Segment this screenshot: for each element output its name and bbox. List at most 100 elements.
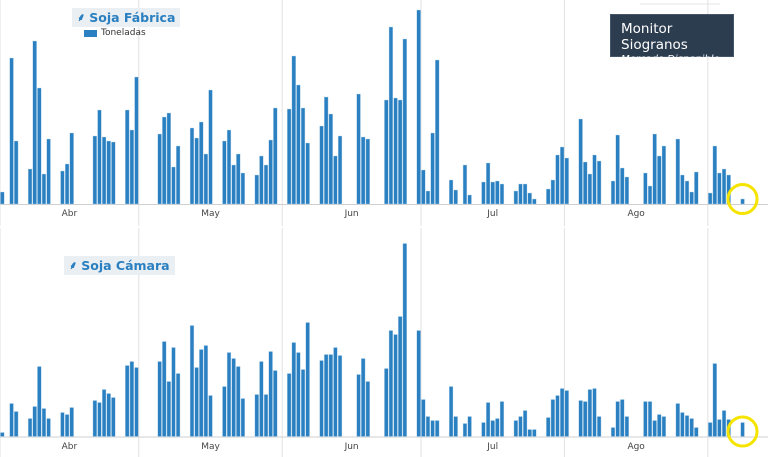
bar[interactable] [527, 429, 532, 437]
bar[interactable] [134, 367, 139, 437]
bar[interactable] [64, 163, 70, 205]
bar[interactable] [32, 40, 37, 205]
bar[interactable] [287, 108, 292, 205]
bar[interactable] [203, 345, 208, 437]
bar[interactable] [296, 352, 301, 437]
bar[interactable] [708, 422, 713, 437]
bar[interactable] [384, 99, 389, 205]
bar[interactable] [0, 432, 5, 437]
bar[interactable] [578, 400, 583, 437]
bar[interactable] [597, 160, 602, 205]
bar[interactable] [134, 76, 139, 205]
bar[interactable] [337, 135, 343, 205]
bar[interactable] [203, 153, 208, 205]
bar[interactable] [708, 192, 713, 205]
bar[interactable] [546, 188, 551, 205]
bar[interactable] [46, 418, 51, 437]
bar[interactable] [176, 145, 181, 205]
bar[interactable] [189, 325, 195, 437]
bar[interactable] [365, 138, 370, 205]
bar[interactable] [37, 87, 42, 205]
bar[interactable] [268, 351, 273, 437]
bar[interactable] [546, 417, 551, 437]
bar[interactable] [356, 93, 361, 205]
bar[interactable] [610, 427, 616, 437]
bar[interactable] [675, 403, 680, 437]
bar[interactable] [125, 109, 130, 205]
bar[interactable] [9, 403, 14, 437]
bar[interactable] [684, 415, 690, 437]
bar[interactable] [435, 59, 440, 205]
bar[interactable] [101, 389, 107, 437]
bar[interactable] [273, 370, 278, 437]
bar[interactable] [518, 416, 523, 437]
bar[interactable] [41, 408, 47, 437]
bar[interactable] [337, 355, 343, 437]
bar[interactable] [560, 388, 565, 437]
bar[interactable] [9, 57, 14, 205]
bar[interactable] [14, 140, 19, 205]
bar[interactable] [583, 161, 588, 205]
bar[interactable] [162, 116, 167, 205]
bar[interactable] [300, 107, 306, 205]
bar[interactable] [495, 180, 500, 205]
bar[interactable] [652, 420, 657, 437]
bar[interactable] [657, 155, 662, 205]
bar[interactable] [717, 172, 722, 205]
bar[interactable] [624, 176, 629, 205]
bar[interactable] [199, 349, 204, 437]
bar[interactable] [27, 418, 33, 437]
bar[interactable] [578, 118, 583, 205]
bar[interactable] [495, 418, 500, 437]
bar[interactable] [523, 183, 528, 205]
bar[interactable] [393, 97, 398, 205]
bar[interactable] [597, 416, 602, 437]
bar[interactable] [27, 168, 33, 205]
bar[interactable] [60, 170, 65, 205]
bar[interactable] [226, 352, 232, 437]
bar[interactable] [490, 420, 495, 437]
bar[interactable] [680, 174, 685, 205]
bar[interactable] [171, 347, 176, 437]
bar[interactable] [92, 400, 97, 437]
bar[interactable] [550, 399, 555, 437]
bar[interactable] [555, 395, 560, 437]
bar[interactable] [226, 129, 232, 205]
bar[interactable] [240, 398, 245, 437]
bar[interactable] [111, 141, 116, 205]
bar[interactable] [421, 169, 426, 205]
bar[interactable] [0, 191, 5, 205]
bar[interactable] [592, 388, 597, 437]
bar[interactable] [259, 155, 264, 205]
bar[interactable] [564, 390, 569, 437]
bar[interactable] [208, 89, 213, 205]
bar[interactable] [208, 395, 213, 437]
bar[interactable] [694, 171, 699, 205]
bar[interactable] [467, 194, 472, 205]
bar[interactable] [162, 341, 167, 437]
bar[interactable] [620, 399, 625, 437]
bar[interactable] [236, 366, 241, 437]
bar[interactable] [513, 420, 518, 437]
bar[interactable] [388, 26, 394, 205]
bar[interactable] [587, 389, 592, 437]
bar[interactable] [560, 146, 565, 205]
bar[interactable] [356, 374, 361, 437]
bar[interactable] [481, 422, 486, 437]
bar[interactable] [291, 342, 296, 437]
bar[interactable] [499, 401, 505, 437]
bar[interactable] [240, 172, 245, 205]
bar[interactable] [319, 360, 324, 437]
bar[interactable] [587, 173, 592, 205]
bar[interactable] [101, 136, 107, 205]
bar[interactable] [171, 166, 176, 205]
bar[interactable] [125, 365, 130, 437]
bar[interactable] [328, 113, 333, 205]
bar[interactable] [319, 125, 324, 205]
bar[interactable] [157, 133, 162, 205]
bar[interactable] [694, 427, 699, 437]
bar[interactable] [652, 133, 657, 205]
bar[interactable] [157, 361, 162, 437]
bar[interactable] [490, 181, 495, 205]
bar[interactable] [222, 386, 227, 437]
